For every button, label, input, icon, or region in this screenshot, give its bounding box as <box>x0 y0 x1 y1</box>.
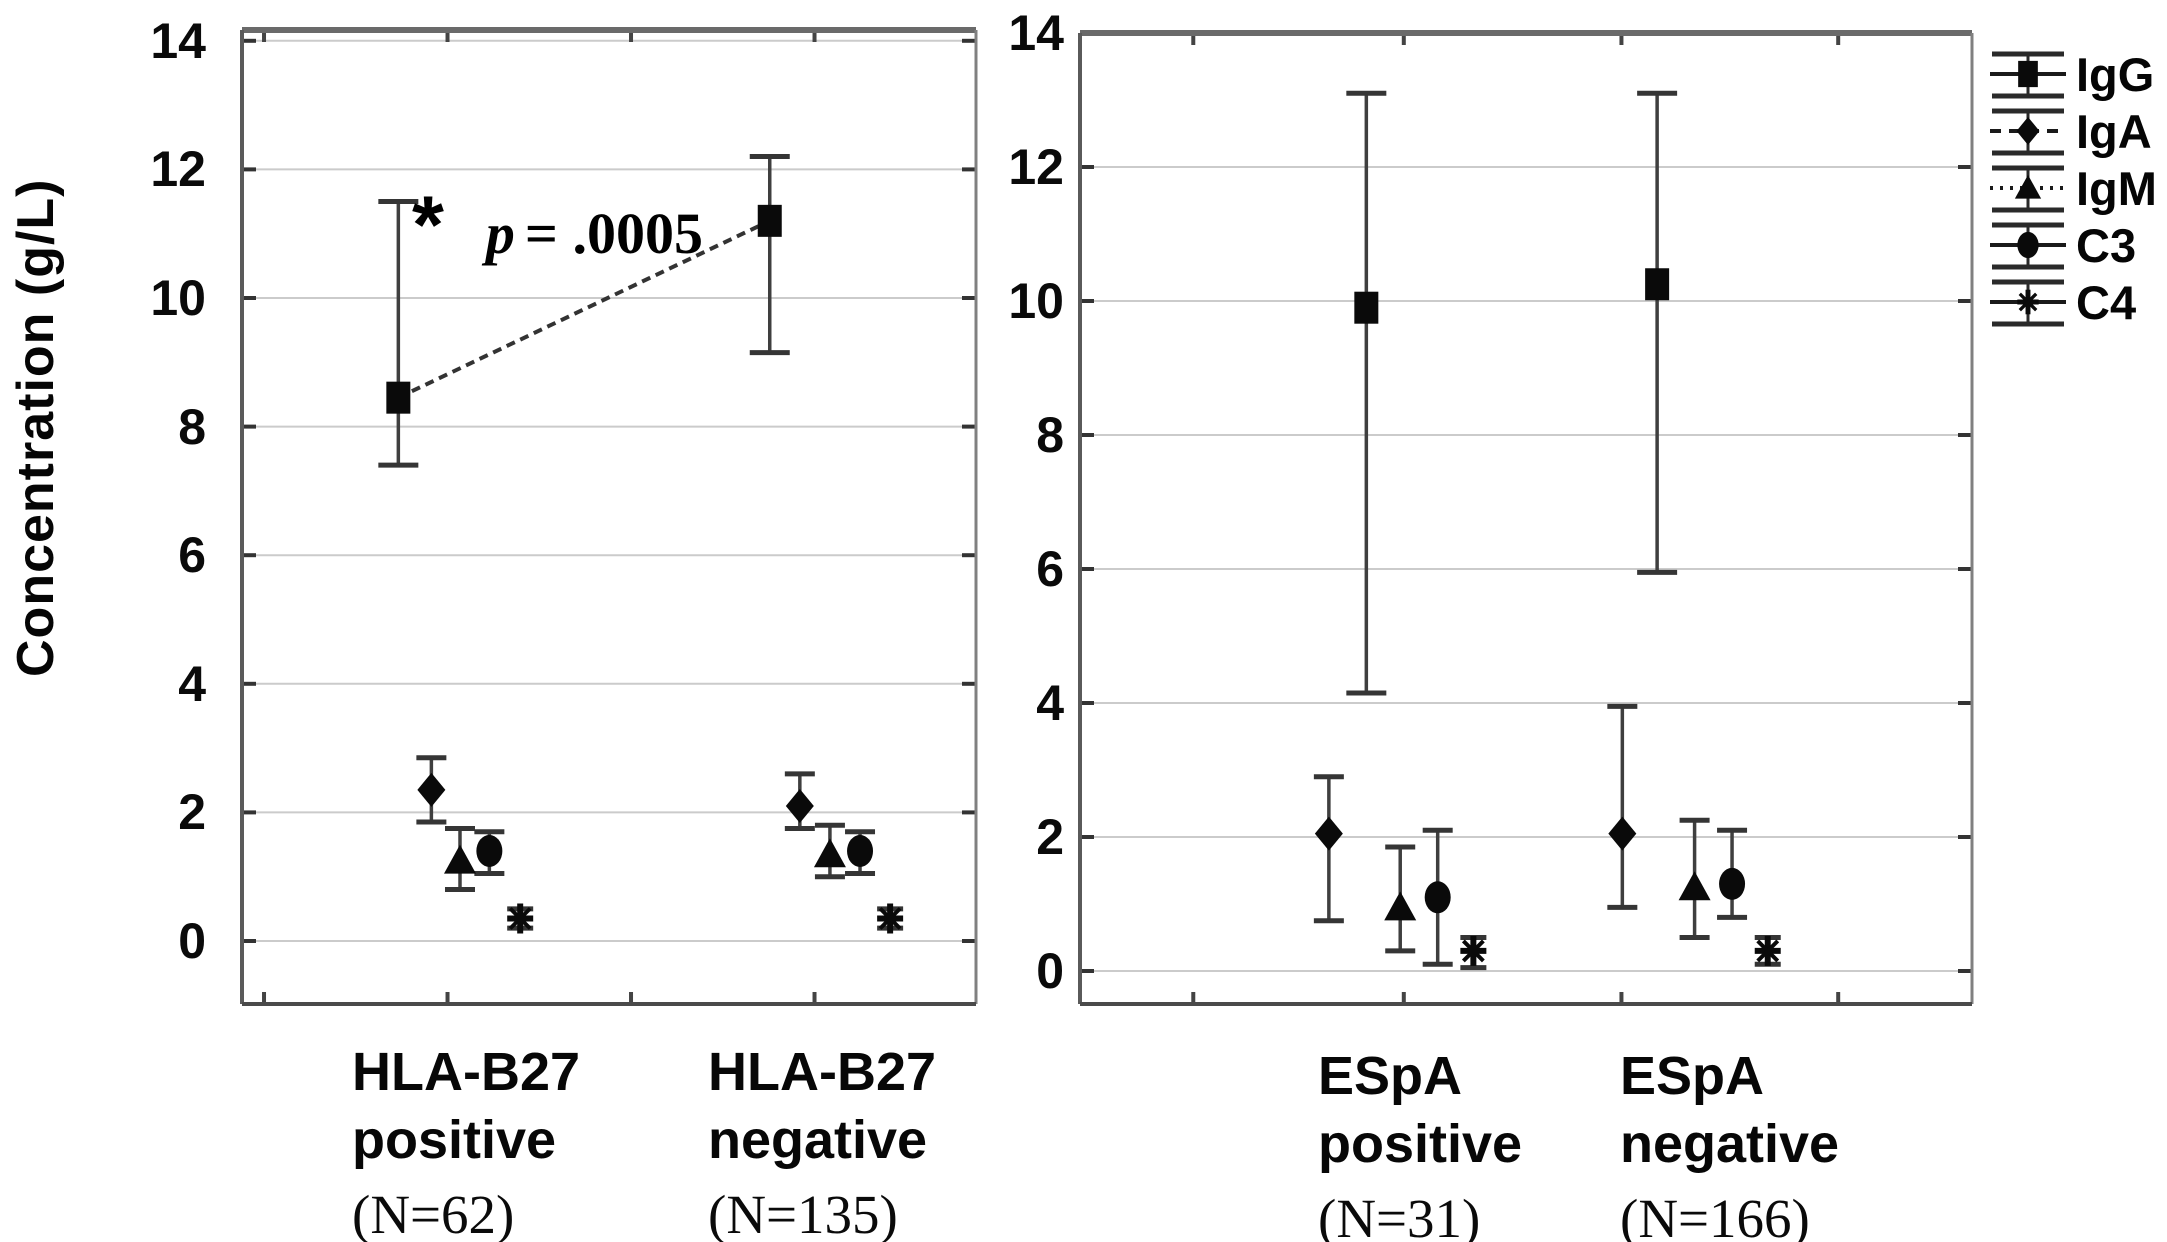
x-group-label-hlab27-positive: HLA-B27 positive (N=62) <box>352 1038 580 1242</box>
x-group-label-espa-negative: ESpA negative (N=166) <box>1620 1042 1839 1242</box>
legend: IgG IgA IgM C3 C4 <box>1988 46 2157 331</box>
c3-errorbar-marker-icon <box>1990 222 2066 270</box>
marker-square-icon <box>757 204 782 237</box>
marker-circle-icon <box>847 834 874 867</box>
marker-diamond-icon <box>1608 816 1637 851</box>
significance-star: * <box>412 180 444 271</box>
panel-right <box>1078 30 1974 1006</box>
marker-triangle-icon <box>2014 174 2042 199</box>
legend-item-c3: C3 <box>1988 217 2157 274</box>
marker-triangle-icon <box>1678 871 1711 901</box>
marker-diamond-icon <box>417 772 446 807</box>
error-bar-IgA <box>1607 703 1638 910</box>
y-tick-label: 12 <box>150 141 206 198</box>
error-bar-IgG <box>1346 90 1387 696</box>
c4-errorbar-marker-icon <box>1990 279 2066 327</box>
error-bar-IgG <box>749 154 790 356</box>
y-tick-label: 4 <box>178 655 206 712</box>
legend-item-igg: IgG <box>1988 46 2157 103</box>
igm-errorbar-marker-icon <box>1990 165 2066 213</box>
y-tick-label: 10 <box>1008 273 1064 329</box>
n-count: (N=62) <box>352 1184 515 1242</box>
n-count: (N=166) <box>1620 1188 1810 1242</box>
legend-label: C4 <box>2076 276 2137 329</box>
y-tick-label: 12 <box>1008 139 1064 195</box>
marker-circle-icon <box>476 834 503 867</box>
n-count: (N=31) <box>1318 1188 1481 1242</box>
marker-asterisk-icon <box>1754 935 1781 966</box>
legend-item-c4: C4 <box>1988 274 2157 331</box>
p-value-text: p = .0005 <box>485 201 703 266</box>
marker-asterisk-icon <box>2017 289 2039 315</box>
marker-circle-icon <box>1424 881 1451 914</box>
marker-asterisk-icon <box>507 903 534 934</box>
y-tick-label: 14 <box>1008 5 1064 61</box>
y-tick-label: 8 <box>178 398 206 455</box>
legend-label: IgM <box>2076 162 2157 215</box>
legend-label: C3 <box>2076 219 2137 272</box>
marker-square-icon <box>386 381 411 414</box>
y-tick-label: 8 <box>1036 407 1064 463</box>
x-group-label-espa-positive: ESpA positive (N=31) <box>1318 1042 1522 1242</box>
marker-triangle-icon <box>443 844 476 874</box>
marker-circle-icon <box>2017 231 2039 259</box>
legend-item-igm: IgM <box>1988 160 2157 217</box>
x-group-label-hlab27-negative: HLA-B27 negative (N=135) <box>708 1038 936 1242</box>
legend-item-iga: IgA <box>1988 103 2157 160</box>
marker-diamond-icon <box>2016 117 2040 145</box>
marker-triangle-icon <box>813 838 846 868</box>
legend-label: IgA <box>2076 105 2152 158</box>
y-tick-label: 0 <box>1036 943 1064 999</box>
y-tick-label: 0 <box>178 913 206 969</box>
marker-diamond-icon <box>785 788 814 823</box>
marker-asterisk-icon <box>877 903 904 934</box>
n-count: (N=135) <box>708 1184 898 1242</box>
significance-trend-line <box>397 219 771 400</box>
marker-diamond-icon <box>1314 816 1343 851</box>
y-tick-label: 2 <box>1036 809 1064 865</box>
marker-triangle-icon <box>1384 891 1417 921</box>
y-tick-label: 2 <box>178 784 206 841</box>
iga-errorbar-marker-icon <box>1990 108 2066 156</box>
marker-asterisk-icon <box>1460 935 1487 966</box>
y-tick-label: 14 <box>150 12 206 69</box>
y-tick-label: 4 <box>1036 675 1064 731</box>
marker-square-icon <box>1645 268 1670 301</box>
panel-left <box>240 27 978 1006</box>
legend-label: IgG <box>2076 48 2155 101</box>
y-tick-label: 6 <box>178 527 206 584</box>
marker-square-icon <box>1354 291 1379 324</box>
error-bar-IgG <box>1637 90 1678 575</box>
marker-circle-icon <box>1719 867 1746 900</box>
y-tick-label: 10 <box>150 270 206 326</box>
significance-annotation: * p = .0005 <box>412 180 703 271</box>
y-tick-label: 6 <box>1036 541 1064 597</box>
marker-square-icon <box>2018 60 2038 88</box>
igg-errorbar-marker-icon <box>1990 51 2066 99</box>
error-bar-IgG <box>378 199 419 468</box>
